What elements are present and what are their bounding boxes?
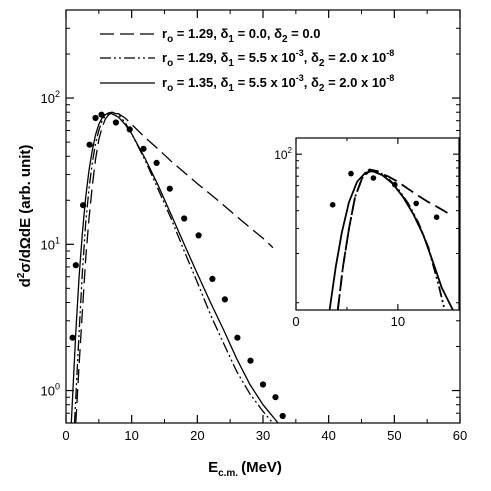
x-tick-label: 0 bbox=[62, 428, 69, 443]
inset-data-point bbox=[329, 202, 336, 208]
main-data-point bbox=[221, 296, 228, 303]
main-data-point bbox=[153, 159, 160, 166]
inset-plot: 0 10 102 bbox=[274, 137, 460, 329]
y-tick-label: 101 bbox=[41, 235, 60, 252]
inset-y-tick-label: 102 bbox=[274, 146, 292, 162]
main-data-point bbox=[86, 141, 93, 148]
inset-series-solid-line bbox=[328, 170, 454, 310]
inset-series bbox=[328, 168, 454, 310]
legend-label: ro = 1.29, δ1 = 0.0, δ2 = 0.0 bbox=[162, 26, 320, 45]
main-data-point bbox=[72, 262, 79, 269]
x-tick-label: 40 bbox=[321, 428, 335, 443]
main-data-point bbox=[209, 275, 216, 282]
inset-data-point bbox=[413, 200, 420, 207]
inset-x-tick-label: 0 bbox=[292, 314, 299, 329]
inset-axis-ticks: 0 10 102 bbox=[274, 138, 459, 329]
x-axis-ticks: 0 10 20 30 40 50 60 bbox=[62, 10, 467, 443]
inset-data-point bbox=[348, 170, 354, 177]
x-axis-label: Ec.m. (MeV) bbox=[208, 459, 282, 479]
legend-label: ro = 1.35, δ1 = 5.5 x 10-3, δ2 = 2.0 x 1… bbox=[162, 73, 394, 94]
x-tick-label: 20 bbox=[190, 428, 204, 443]
inset-x-tick-label: 10 bbox=[391, 314, 405, 329]
legend: ro = 1.29, δ1 = 0.0, δ2 = 0.0 ro = 1.29, … bbox=[100, 26, 394, 94]
main-data-point bbox=[69, 334, 76, 341]
main-data-point bbox=[140, 145, 147, 152]
y-tick-label: 102 bbox=[41, 89, 60, 106]
inset-data-point bbox=[370, 175, 377, 181]
x-tick-label: 10 bbox=[124, 428, 138, 443]
x-tick-label: 30 bbox=[256, 428, 270, 443]
main-data-point bbox=[126, 126, 133, 133]
x-tick-label: 50 bbox=[387, 428, 401, 443]
y-axis-label: d2σ/dΩdE (arb. unit) bbox=[16, 145, 34, 288]
inset-data-points bbox=[329, 170, 440, 220]
main-data-point bbox=[80, 202, 87, 209]
main-series-dashed-line bbox=[75, 112, 274, 423]
x-tick-label: 60 bbox=[453, 428, 467, 443]
main-data-point bbox=[279, 412, 286, 420]
main-data-point bbox=[247, 357, 254, 364]
main-data-point bbox=[92, 114, 99, 122]
y-tick-label: 100 bbox=[41, 382, 60, 399]
main-data-point bbox=[195, 232, 202, 239]
main-data-point bbox=[98, 111, 105, 118]
main-series bbox=[70, 111, 279, 423]
main-data-point bbox=[272, 394, 279, 401]
main-data-point bbox=[181, 215, 188, 222]
main-data-point bbox=[259, 381, 267, 388]
main-data-point bbox=[166, 185, 173, 192]
main-data-points bbox=[69, 111, 286, 420]
legend-label: ro = 1.29, δ1 = 5.5 x 10-3, δ2 = 2.0 x 1… bbox=[162, 48, 394, 69]
main-data-point bbox=[234, 334, 241, 341]
main-series-solid-line bbox=[70, 112, 279, 423]
inset-data-point bbox=[433, 214, 440, 220]
main-data-point bbox=[112, 119, 119, 126]
inset-data-point bbox=[392, 181, 398, 188]
main-series-dash-dot-dot-line bbox=[73, 111, 274, 423]
